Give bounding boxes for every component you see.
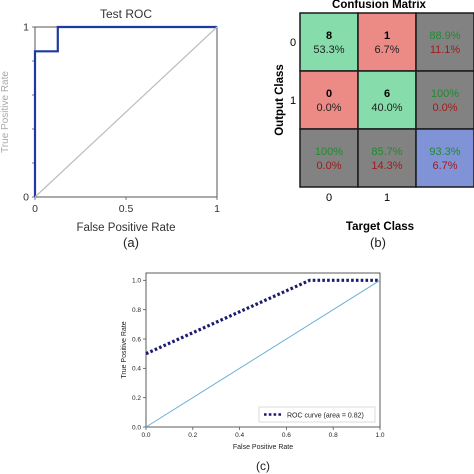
caption-b: (b) — [370, 235, 386, 250]
chart-c-ylabel: True Positive Rate — [121, 321, 128, 378]
cell-value-top: 85.7% — [371, 146, 402, 158]
caption-a: (a) — [123, 235, 139, 250]
x-tick-label: 1.0 — [375, 432, 384, 439]
cell-value-bottom: 14.3% — [371, 160, 402, 172]
confusion-cell — [357, 70, 417, 130]
x-tick-label: 0.6 — [282, 432, 291, 439]
cell-value-top: 100% — [315, 146, 343, 158]
chart-c-legend: ROC curve (area = 0.82) — [258, 406, 376, 423]
cell-value-bottom: 6.7% — [432, 160, 457, 172]
x-tick-label: 0.0 — [141, 432, 150, 439]
col-label: 1 — [384, 192, 390, 204]
cell-value-bottom: 53.3% — [313, 44, 344, 56]
cell-value-bottom: 0.0% — [432, 102, 457, 114]
chart-b-xlabel: Target Class — [346, 221, 414, 233]
cell-value-top: 6 — [384, 88, 390, 100]
confusion-cell — [357, 12, 417, 72]
x-tick-label: 0.8 — [329, 432, 338, 439]
cell-value-top: 8 — [326, 30, 332, 42]
roc-curve-a — [33, 25, 217, 197]
cell-value-top: 93.3% — [429, 146, 460, 158]
caption-c: (c) — [256, 459, 270, 473]
chart-c-legend-box — [258, 406, 376, 423]
y-tick-label: 0.6 — [14, 90, 29, 102]
y-tick-label: 0.4 — [132, 366, 141, 373]
y-tick-label: 1.0 — [132, 278, 141, 285]
cell-value-bottom: 40.0% — [371, 102, 402, 114]
x-tick-label: 0.2 — [188, 432, 197, 439]
roc-chart-a: Test ROC 0 0.2 0.4 0.6 0.8 1 0 0.5 1 False Posi… — [0, 7, 220, 250]
y-tick-label: 0 — [23, 192, 29, 204]
y-tick-label: 1 — [23, 22, 29, 34]
confusion-matrix-b: Confusion Matrix 8 53.3% 1 6.7% 88.9% 11.1% 0 0… — [274, 0, 474, 250]
cell-value-bottom: 11.1% — [430, 44, 461, 56]
cell-value-top: 0 — [326, 88, 332, 100]
chart-a-xlabel: False Positive Rate — [76, 222, 175, 234]
x-tick-label: 0 — [32, 203, 38, 215]
confusion-cell — [299, 70, 359, 130]
row-label: 0 — [290, 37, 296, 49]
y-tick-label: 0.8 — [132, 307, 141, 314]
cell-value-bottom: 6.7% — [374, 44, 399, 56]
confusion-cell — [299, 128, 359, 188]
y-tick-label: 0.0 — [132, 424, 141, 431]
confusion-cell — [415, 12, 474, 72]
chart-a-ylabel: True Positive Rate — [0, 71, 11, 153]
confusion-cell — [299, 12, 359, 72]
y-tick-label: 0.8 — [14, 56, 29, 68]
cell-value-bottom: 0.0% — [316, 102, 341, 114]
chance-line-c — [145, 279, 381, 428]
row-label: 1 — [290, 95, 296, 107]
chart-c-legend-label: ROC curve (area = 0.82) — [287, 413, 364, 420]
x-tick-label: 1 — [214, 203, 220, 215]
y-tick-label: 0.2 — [14, 158, 29, 170]
cell-value-top: 88.9% — [429, 30, 460, 42]
chart-c-plot-area — [145, 272, 381, 428]
cell-value-bottom: 0.0% — [316, 160, 341, 172]
roc-chart-c: 0.0 0.2 0.4 0.6 0.8 1.0 0.0 0.2 0.4 0.6 0.8 1.0 RO… — [121, 272, 385, 473]
col-label: 0 — [326, 192, 332, 204]
roc-curve-c — [145, 278, 380, 356]
chance-line-a — [34, 26, 218, 198]
chart-c-xlabel: False Positive Rate — [233, 444, 293, 451]
confusion-cell — [357, 128, 417, 188]
chart-b-ylabel: Output Class — [274, 64, 286, 136]
x-tick-label: 0.5 — [119, 203, 134, 215]
cell-value-top: 1 — [384, 30, 390, 42]
y-tick-label: 0.2 — [132, 395, 141, 402]
confusion-cell — [415, 128, 474, 188]
chart-b-title: Confusion Matrix — [332, 0, 427, 11]
x-tick-label: 0.4 — [235, 432, 244, 439]
chart-a-title: Test ROC — [100, 7, 152, 21]
confusion-cell — [415, 70, 474, 130]
y-tick-label: 0.6 — [132, 336, 141, 343]
y-tick-label: 0.4 — [14, 124, 29, 136]
cell-value-top: 100% — [431, 88, 459, 100]
